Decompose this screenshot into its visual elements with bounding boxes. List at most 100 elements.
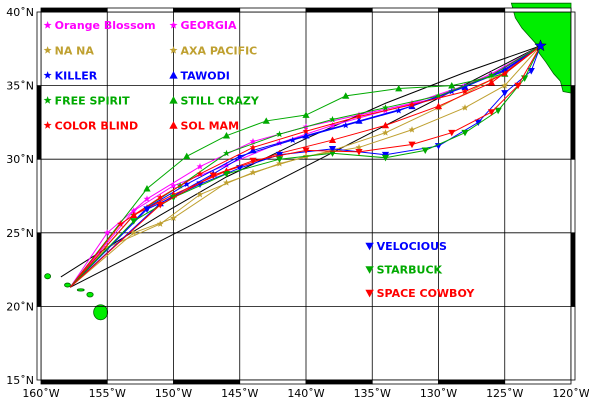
track-marker (302, 147, 310, 154)
track-marker (501, 90, 509, 97)
frame-bar-left (36, 305, 42, 381)
legend-marker (365, 266, 374, 274)
track-marker (196, 170, 204, 177)
track-marker (222, 132, 231, 139)
track-marker (434, 102, 443, 110)
axis-tick-labels: 160˚W 155˚W 150˚W 145˚W 140˚W 135˚W 130˚W 125˚W… (6, 6, 589, 400)
track-marker (381, 154, 390, 162)
legend-label: AXA PACIFIC (181, 44, 258, 57)
legend-marker (169, 121, 178, 129)
legend-marker (169, 71, 178, 79)
track-marker (501, 82, 509, 89)
track-marker (103, 243, 111, 251)
track-marker (223, 161, 230, 168)
frame-bar-top (239, 7, 307, 13)
legend-label: VELOCIOUS (377, 240, 447, 253)
frame-bar-top (106, 7, 174, 13)
track-line (69, 45, 541, 288)
legend-label: STILL CRAZY (181, 94, 260, 107)
legend-item-na-na: NA NA (43, 44, 95, 57)
y-tick-label: 35˚N (6, 80, 34, 93)
frame-bar-bottom (40, 379, 108, 385)
track-marker (434, 143, 443, 150)
track-marker (329, 121, 336, 129)
track-marker (382, 129, 389, 136)
frame-bar-right (570, 158, 576, 234)
track-marker (223, 149, 230, 157)
island-kauai (44, 273, 52, 280)
track-marker (328, 150, 337, 157)
frame-bar-bottom (106, 379, 174, 385)
track-marker (408, 126, 416, 133)
frame-bar-left (36, 85, 42, 160)
legend-marker (365, 242, 374, 251)
legend-label: NA NA (55, 44, 95, 57)
x-tick-label: 120˚W (552, 387, 589, 400)
frame-bar-bottom (438, 379, 506, 385)
island-molokai (76, 288, 85, 292)
legend-item-sol-mam: SOL MAM (169, 119, 239, 132)
frame-bar-bottom (305, 379, 373, 385)
legend-label: KILLER (55, 69, 98, 82)
track-marker (249, 143, 257, 151)
y-tick-label: 15˚N (6, 374, 34, 387)
track-marker (143, 195, 151, 202)
x-tick-label: 145˚W (221, 387, 258, 400)
frame-bar-bottom (504, 379, 572, 385)
track-marker (302, 127, 310, 135)
legend-marker (169, 96, 178, 104)
legend-item-axa-pacific: AXA PACIFIC (169, 44, 258, 57)
x-tick-label: 125˚W (486, 387, 523, 400)
track-marker (223, 179, 230, 186)
track-marker (488, 71, 495, 79)
legend-marker (365, 289, 374, 298)
track-marker (276, 160, 283, 167)
track-marker (474, 119, 482, 126)
legend-item-still-crazy: STILL CRAZY (169, 94, 260, 107)
frame-bar-right (570, 305, 576, 381)
legend-item-color-blind: COLOR BLIND (43, 119, 139, 132)
track-marker (302, 111, 310, 118)
track-line (69, 45, 541, 288)
frame-bar-left (36, 11, 42, 86)
track-marker (276, 130, 283, 138)
track-marker (448, 82, 456, 89)
frame-bar-right (570, 11, 576, 86)
frame-bar-top (504, 7, 572, 13)
frame-bar-right (570, 232, 576, 307)
track-marker (501, 65, 509, 73)
track-marker (209, 172, 217, 179)
frame-bar-top (40, 7, 108, 13)
track-marker (275, 156, 284, 163)
boat-legend: Orange Blossom GEORGIA NA NA AXA PACIFIC KIL… (43, 19, 475, 300)
legend-item-velocious: VELOCIOUS (365, 240, 447, 253)
frame-bar-top (305, 7, 373, 13)
track-marker (461, 129, 469, 137)
track-marker (487, 109, 496, 116)
track-marker (328, 136, 337, 143)
map-frame (36, 7, 576, 385)
track-marker (183, 180, 191, 188)
start-point-marker (534, 39, 547, 52)
legend-label: GEORGIA (181, 19, 237, 32)
legend-label: Orange Blossom (55, 19, 156, 32)
frame-bar-top (438, 7, 506, 13)
x-tick-label: 140˚W (287, 387, 324, 400)
legend-marker (169, 21, 178, 29)
legend-label: COLOR BLIND (55, 119, 139, 132)
track-marker (249, 146, 257, 154)
island-hawaii (93, 304, 109, 321)
track-marker (435, 92, 442, 99)
track-marker (249, 137, 257, 145)
track-marker (395, 84, 403, 92)
legend-label: SOL MAM (181, 119, 240, 132)
track-marker (527, 68, 535, 75)
track-space-cowboy (69, 45, 541, 288)
track-marker (156, 193, 164, 201)
track-marker (156, 220, 164, 227)
track-marker (183, 152, 191, 160)
island-oahu (64, 282, 71, 288)
track-marker (262, 117, 270, 124)
